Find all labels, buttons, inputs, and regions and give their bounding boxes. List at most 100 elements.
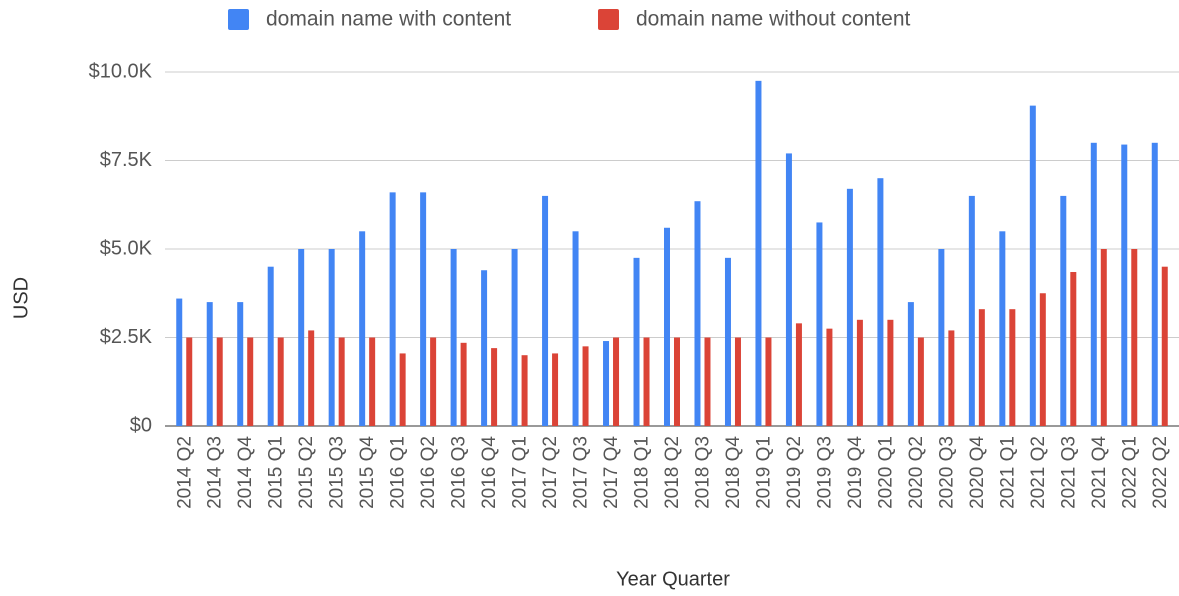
x-tick-label: 2018 Q4 xyxy=(723,436,744,509)
bar xyxy=(887,319,894,426)
bar xyxy=(907,302,914,426)
bar xyxy=(938,249,945,426)
x-tick-label: 2021 Q3 xyxy=(1058,436,1079,509)
x-tick-label: 2017 Q2 xyxy=(540,436,561,509)
x-tick-label: 2019 Q3 xyxy=(814,436,835,509)
bar xyxy=(1121,144,1128,426)
bar xyxy=(795,323,802,426)
bar xyxy=(613,337,620,426)
bar xyxy=(481,270,488,426)
legend-label: domain name without content xyxy=(636,8,910,31)
bar xyxy=(450,249,457,426)
bar xyxy=(298,249,305,426)
x-tick-label: 2020 Q3 xyxy=(936,436,957,509)
bar xyxy=(176,298,183,426)
bar xyxy=(704,337,711,426)
bar xyxy=(237,302,244,426)
x-tick-label: 2017 Q4 xyxy=(601,436,622,509)
x-tick-label: 2019 Q2 xyxy=(784,436,805,509)
bar xyxy=(1100,249,1107,426)
x-tick-label: 2015 Q3 xyxy=(327,436,348,509)
x-tick-label: 2017 Q1 xyxy=(510,436,531,509)
x-tick-label: 2019 Q1 xyxy=(753,436,774,509)
bar xyxy=(572,231,579,426)
bar xyxy=(308,330,315,426)
bar xyxy=(491,348,498,426)
x-tick-label: 2022 Q1 xyxy=(1119,436,1140,509)
legend-swatch xyxy=(228,9,249,30)
x-axis-title: Year Quarter xyxy=(616,568,730,590)
bar xyxy=(877,178,884,426)
bar xyxy=(1060,195,1067,426)
bar xyxy=(664,227,670,426)
bar xyxy=(542,195,549,426)
bar xyxy=(186,337,193,426)
bar xyxy=(206,302,213,426)
bar xyxy=(430,337,437,426)
x-tick-label: 2016 Q3 xyxy=(449,436,470,509)
x-tick-label: 2014 Q3 xyxy=(205,436,226,509)
y-tick-label: $2.5K xyxy=(100,326,153,348)
bar xyxy=(328,249,335,426)
x-tick-label: 2020 Q1 xyxy=(875,436,896,509)
bar xyxy=(1070,272,1077,426)
bar xyxy=(399,353,406,426)
bar xyxy=(765,337,772,426)
bar xyxy=(694,201,701,426)
bar xyxy=(999,231,1006,426)
bar xyxy=(338,337,345,426)
x-tick-label: 2021 Q4 xyxy=(1089,436,1110,509)
x-tick-label: 2020 Q4 xyxy=(967,436,988,509)
bar xyxy=(521,355,528,426)
legend-swatch xyxy=(598,9,619,30)
x-tick-label: 2015 Q2 xyxy=(296,436,317,509)
x-tick-label: 2018 Q3 xyxy=(693,436,714,509)
legend-label: domain name with content xyxy=(266,8,511,31)
bar xyxy=(552,353,559,426)
bar xyxy=(1009,309,1016,426)
bar xyxy=(1131,249,1138,426)
bar xyxy=(917,337,924,426)
bar xyxy=(724,257,731,426)
bar xyxy=(1029,105,1036,426)
bar xyxy=(603,341,610,426)
bar xyxy=(734,337,741,426)
bar xyxy=(755,80,762,426)
bar xyxy=(511,249,518,426)
bar xyxy=(369,337,376,426)
bar xyxy=(359,231,366,426)
bar xyxy=(674,337,680,426)
bar xyxy=(1090,142,1097,427)
x-tick-label: 2017 Q3 xyxy=(571,436,592,509)
bar xyxy=(785,153,792,427)
bar xyxy=(1151,142,1158,427)
bar xyxy=(277,337,284,426)
x-tick-label: 2016 Q1 xyxy=(388,436,409,509)
bar xyxy=(978,309,985,426)
x-tick-label: 2022 Q2 xyxy=(1150,436,1171,509)
bar xyxy=(389,192,396,426)
bar xyxy=(633,257,640,426)
bar xyxy=(826,328,833,426)
bar xyxy=(846,188,853,426)
bar xyxy=(856,319,863,426)
x-tick-label: 2014 Q4 xyxy=(235,436,256,509)
x-tick-label: 2018 Q1 xyxy=(632,436,653,509)
bar xyxy=(420,192,427,426)
x-tick-label: 2019 Q4 xyxy=(845,436,866,509)
bar xyxy=(267,266,274,426)
x-tick-label: 2014 Q2 xyxy=(174,436,195,509)
x-tick-label: 2015 Q1 xyxy=(266,436,287,509)
x-tick-label: 2016 Q4 xyxy=(479,436,500,509)
bar xyxy=(968,195,975,426)
y-tick-label: $0 xyxy=(130,414,152,436)
x-tick-label: 2018 Q2 xyxy=(662,436,683,509)
bar xyxy=(216,337,223,426)
y-tick-label: $7.5K xyxy=(100,149,153,171)
y-tick-label: $10.0K xyxy=(89,60,153,82)
y-axis-title: USD xyxy=(10,277,32,319)
y-tick-label: $5.0K xyxy=(100,237,153,259)
bar xyxy=(816,222,823,426)
bar xyxy=(582,346,589,426)
